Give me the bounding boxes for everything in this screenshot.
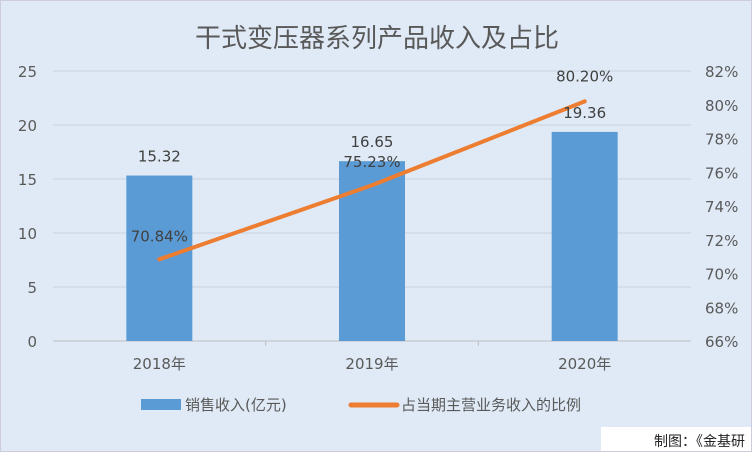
- left-tick-label: 25: [18, 63, 37, 81]
- bar: [339, 161, 405, 341]
- right-tick-label: 70%: [705, 266, 738, 284]
- source-bg: [601, 427, 751, 451]
- right-tick-label: 78%: [705, 131, 738, 149]
- bar-data-label: 16.65: [351, 133, 394, 151]
- x-tick-label: 2020年: [558, 355, 611, 373]
- x-tick-label: 2018年: [133, 355, 186, 373]
- line-data-label: 80.20%: [556, 67, 613, 85]
- bar-data-label: 15.32: [138, 148, 181, 166]
- legend-line-label: 占当期主营业务收入的比例: [401, 396, 581, 414]
- right-tick-label: 74%: [705, 198, 738, 216]
- line-point: [157, 257, 162, 262]
- right-tick-label: 66%: [705, 333, 738, 351]
- left-tick-label: 15: [18, 171, 37, 189]
- legend-bar-swatch: [141, 399, 181, 410]
- left-tick-label: 0: [27, 333, 37, 351]
- chart-title: 干式变压器系列产品收入及占比: [195, 24, 559, 54]
- line-data-label: 75.23%: [343, 153, 400, 171]
- right-tick-label: 82%: [705, 63, 738, 81]
- legend-bar-label: 销售收入(亿元): [185, 396, 287, 414]
- source-note: 制图：《金基研: [654, 433, 745, 450]
- line-point: [370, 183, 374, 188]
- line-point: [582, 99, 587, 104]
- right-tick-label: 72%: [705, 232, 738, 250]
- line-data-label: 70.84%: [131, 227, 188, 245]
- bar: [551, 131, 618, 341]
- right-tick-label: 68%: [705, 299, 738, 317]
- left-tick-label: 20: [18, 117, 37, 135]
- left-tick-label: 5: [27, 279, 37, 297]
- right-tick-label: 80%: [705, 97, 738, 115]
- right-tick-label: 76%: [705, 164, 738, 182]
- x-tick-label: 2019年: [345, 355, 398, 373]
- left-tick-label: 10: [18, 225, 37, 243]
- bar-data-label: 19.36: [563, 104, 606, 122]
